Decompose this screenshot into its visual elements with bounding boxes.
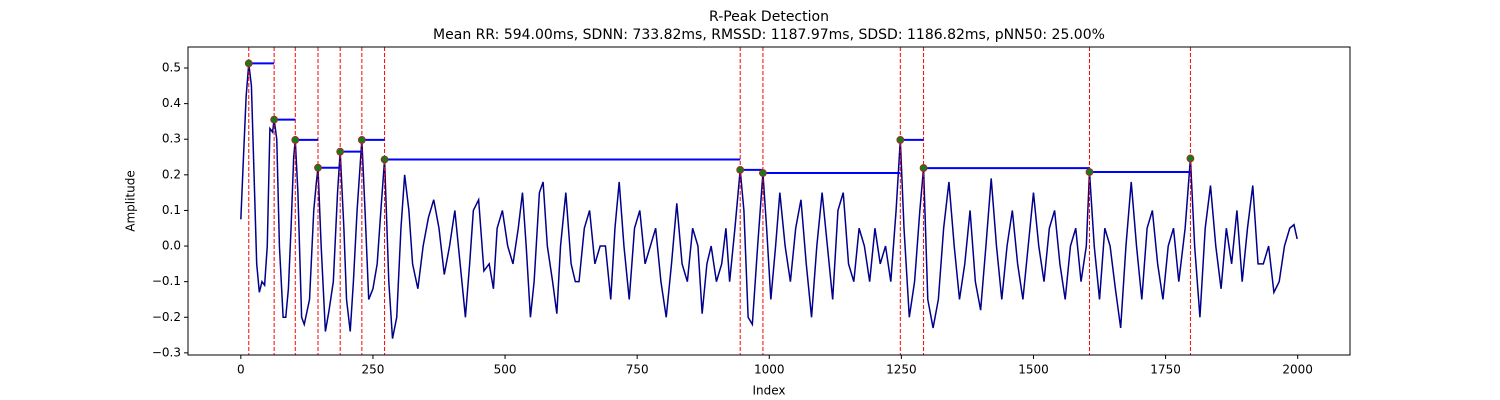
y-tick-label: 0.4 <box>162 96 181 110</box>
y-tick-label: −0.2 <box>152 310 181 324</box>
x-tick-label: 1750 <box>1150 363 1181 377</box>
peak-marker <box>291 136 300 144</box>
x-tick-label: 1000 <box>754 363 785 377</box>
chart-title: R-Peak Detection <box>709 9 829 25</box>
peak-marker <box>244 59 253 68</box>
x-tick-label: 500 <box>494 363 517 377</box>
peak-marker <box>1085 168 1094 176</box>
peak-marker <box>736 165 745 174</box>
y-tick-label: 0.1 <box>162 203 181 217</box>
x-tick-label: 2000 <box>1282 363 1313 377</box>
peak-marker <box>336 147 345 156</box>
x-tick-label: 1500 <box>1018 363 1049 377</box>
y-tick-label: 0.5 <box>162 61 181 75</box>
peak-marker <box>380 155 389 164</box>
x-tick-label: 250 <box>361 363 384 377</box>
peak-marker <box>314 163 322 172</box>
y-tick-label: 0.2 <box>162 167 181 181</box>
peak-marker <box>919 164 928 172</box>
peak-marker <box>270 115 279 124</box>
x-tick-label: 0 <box>237 363 245 377</box>
peak-marker <box>896 136 905 144</box>
y-tick-label: 0.0 <box>162 239 181 253</box>
y-axis-label: Amplitude <box>124 170 138 232</box>
chart-subtitle: Mean RR: 594.00ms, SDNN: 733.82ms, RMSSD… <box>433 27 1105 43</box>
peak-marker <box>357 136 366 144</box>
plot-frame <box>187 46 1351 356</box>
y-tick-label: −0.1 <box>152 274 181 288</box>
peak-marker <box>1186 154 1195 163</box>
y-tick-label: 0.3 <box>162 132 181 146</box>
x-tick-label: 1250 <box>886 363 917 377</box>
x-tick-label: 750 <box>626 363 649 377</box>
signal-line <box>240 63 1298 339</box>
y-tick-label: −0.3 <box>152 345 181 359</box>
x-axis-label: Index <box>752 384 785 398</box>
peak-marker <box>759 169 767 177</box>
